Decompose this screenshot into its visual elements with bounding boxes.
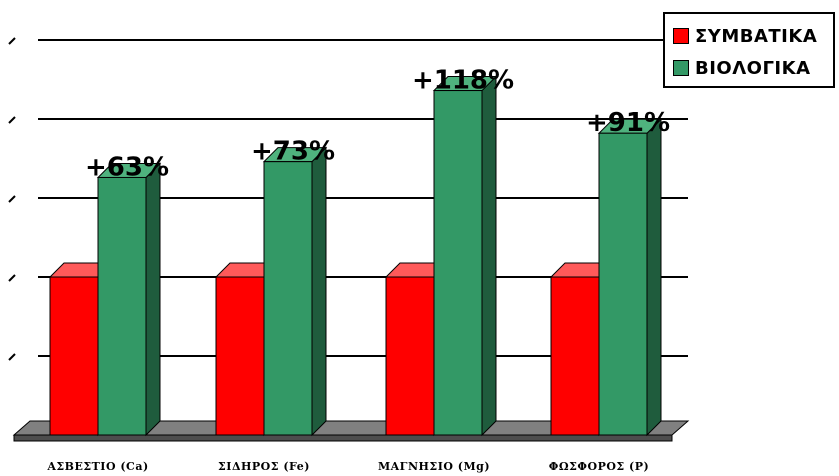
- category-label-2: ΜΑΓΝΗΣΙΟ (Mg): [378, 460, 490, 473]
- annotation-3: +91%: [586, 108, 670, 138]
- legend: ΣΥΜΒΑΤΙΚΑ ΒΙΟΛΟΓΙΚΑ: [663, 12, 835, 88]
- legend-item-organic: ΒΙΟΛΟΓΙΚΑ: [673, 54, 811, 82]
- bar-organic-3: [597, 118, 663, 437]
- chart-floor: [12, 420, 690, 442]
- annotation-0: +63%: [85, 152, 169, 182]
- bar-organic-1: [262, 146, 328, 437]
- category-label-0: ΑΣΒΕΣΤΙΟ (Ca): [46, 460, 148, 473]
- bar-organic-0: [96, 162, 162, 437]
- bars: [48, 75, 663, 437]
- legend-label-organic: ΒΙΟΛΟΓΙΚΑ: [695, 57, 811, 79]
- floor-front: [13, 434, 673, 442]
- y-tick-mark: [8, 195, 16, 203]
- y-tick-mark: [8, 353, 16, 361]
- annotation-1: +73%: [251, 137, 335, 167]
- annotations: +63% +73% +118% +91%: [85, 66, 670, 183]
- legend-label-conventional: ΣΥΜΒΑΤΙΚΑ: [695, 25, 818, 47]
- x-axis-labels: ΑΣΒΕΣΤΙΟ (Ca) ΣΙΔΗΡΟΣ (Fe) ΜΑΓΝΗΣΙΟ (Mg) ΦΩ…: [46, 460, 649, 473]
- category-label-3: ΦΩΣΦΟΡΟΣ (P): [549, 460, 649, 473]
- bar-organic-2: [432, 75, 498, 437]
- y-tick-mark: [8, 37, 16, 45]
- y-axis-ticks: [8, 37, 16, 361]
- category-label-1: ΣΙΔΗΡΟΣ (Fe): [218, 460, 310, 473]
- legend-swatch-conventional: [673, 28, 689, 44]
- annotation-2: +118%: [412, 66, 514, 96]
- y-tick-mark: [8, 116, 16, 124]
- legend-item-conventional: ΣΥΜΒΑΤΙΚΑ: [673, 22, 817, 50]
- y-tick-mark: [8, 274, 16, 282]
- legend-swatch-organic: [673, 60, 689, 76]
